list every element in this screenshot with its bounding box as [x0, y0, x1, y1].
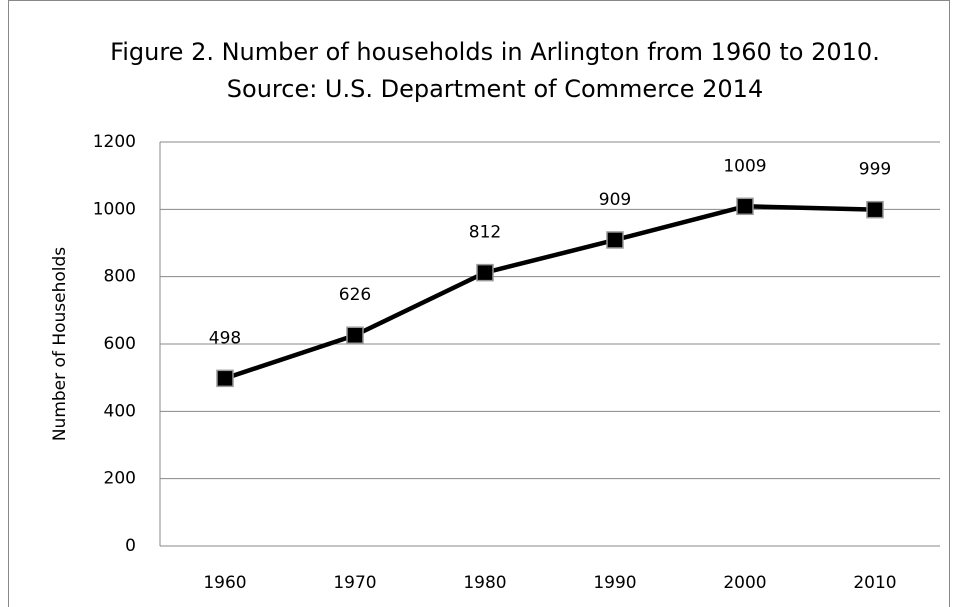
x-tick-label: 2010	[853, 573, 896, 593]
data-line	[224, 204, 876, 381]
data-marker	[216, 369, 234, 388]
data-label: 909	[599, 190, 631, 210]
data-label: 1009	[723, 156, 766, 176]
y-tick-label: 0	[125, 536, 136, 556]
data-marker	[606, 231, 624, 249]
y-tick-label: 1000	[93, 199, 136, 219]
y-tick-label: 200	[104, 469, 136, 489]
y-tick-label: 600	[104, 334, 136, 354]
x-tick-label: 1980	[463, 573, 506, 593]
data-marker	[476, 263, 494, 282]
data-marker	[736, 197, 754, 216]
y-axis-label: Number of Households	[50, 247, 70, 441]
y-tick-label: 800	[104, 267, 136, 287]
x-tick-label: 1970	[333, 573, 376, 593]
data-label: 626	[339, 285, 371, 305]
x-tick-label: 2000	[723, 573, 766, 593]
data-marker	[346, 326, 364, 344]
x-tick-label: 1960	[203, 573, 246, 593]
y-tick-label: 1200	[93, 132, 136, 152]
y-tick-label: 400	[104, 401, 136, 421]
chart-border	[8, 0, 950, 607]
data-label: 812	[469, 223, 501, 243]
data-label: 498	[209, 328, 241, 348]
chart-title: Figure 2. Number of households in Arling…	[110, 38, 880, 103]
data-label: 999	[859, 160, 891, 180]
x-tick-label: 1990	[593, 573, 636, 593]
data-marker	[866, 200, 884, 219]
